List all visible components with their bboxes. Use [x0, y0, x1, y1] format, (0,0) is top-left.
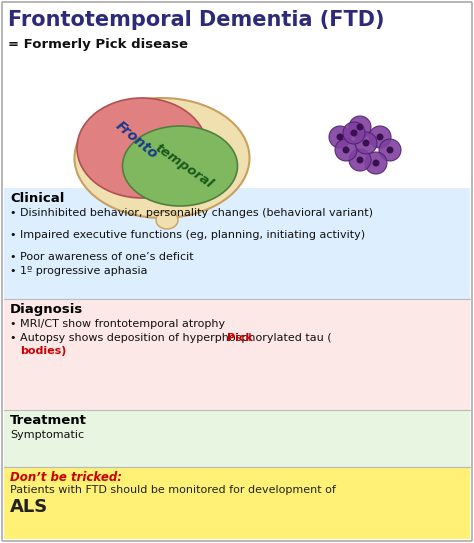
Circle shape	[335, 139, 357, 161]
FancyBboxPatch shape	[4, 299, 470, 410]
Circle shape	[386, 147, 393, 154]
Text: Fronto: Fronto	[113, 118, 161, 162]
FancyBboxPatch shape	[4, 467, 470, 539]
Text: Treatment: Treatment	[10, 414, 87, 427]
Circle shape	[350, 129, 357, 136]
Circle shape	[337, 134, 344, 141]
FancyBboxPatch shape	[4, 188, 470, 299]
Circle shape	[356, 156, 364, 163]
FancyBboxPatch shape	[4, 410, 470, 467]
Text: Diagnosis: Diagnosis	[10, 303, 83, 316]
Text: • 1º progressive aphasia: • 1º progressive aphasia	[10, 266, 147, 276]
Text: Patients with FTD should be monitored for development of: Patients with FTD should be monitored fo…	[10, 485, 336, 495]
Ellipse shape	[74, 98, 249, 218]
Ellipse shape	[122, 126, 237, 206]
Circle shape	[365, 152, 387, 174]
Text: Symptomatic: Symptomatic	[10, 430, 84, 440]
Ellipse shape	[77, 98, 207, 198]
Circle shape	[373, 160, 380, 167]
Text: Pick: Pick	[228, 333, 253, 343]
Circle shape	[329, 126, 351, 148]
Text: temporal: temporal	[153, 141, 216, 191]
Circle shape	[379, 139, 401, 161]
Circle shape	[343, 147, 349, 154]
Circle shape	[363, 140, 370, 147]
Text: • Disinhibited behavior, personality changes (behavioral variant): • Disinhibited behavior, personality cha…	[10, 208, 373, 218]
Text: bodies): bodies)	[20, 346, 66, 356]
Text: ALS: ALS	[10, 498, 48, 516]
Text: Clinical: Clinical	[10, 192, 64, 205]
Circle shape	[349, 116, 371, 138]
Circle shape	[349, 149, 371, 171]
Text: • MRI/CT show frontotemporal atrophy: • MRI/CT show frontotemporal atrophy	[10, 319, 225, 329]
Text: • Impaired executive functions (eg, planning, initiating activity): • Impaired executive functions (eg, plan…	[10, 230, 365, 240]
Ellipse shape	[156, 211, 178, 229]
Text: • Autopsy shows deposition of hyperphosphorylated tau (: • Autopsy shows deposition of hyperphosp…	[10, 333, 332, 343]
Text: = Formerly Pick disease: = Formerly Pick disease	[8, 38, 188, 51]
Text: Frontotemporal Dementia (FTD): Frontotemporal Dementia (FTD)	[8, 10, 384, 30]
Circle shape	[369, 126, 391, 148]
Circle shape	[356, 123, 364, 130]
Circle shape	[343, 122, 365, 144]
Circle shape	[355, 132, 377, 154]
Text: Don’t be tricked:: Don’t be tricked:	[10, 471, 122, 484]
Text: • Poor awareness of one’s deficit: • Poor awareness of one’s deficit	[10, 252, 193, 262]
Circle shape	[376, 134, 383, 141]
